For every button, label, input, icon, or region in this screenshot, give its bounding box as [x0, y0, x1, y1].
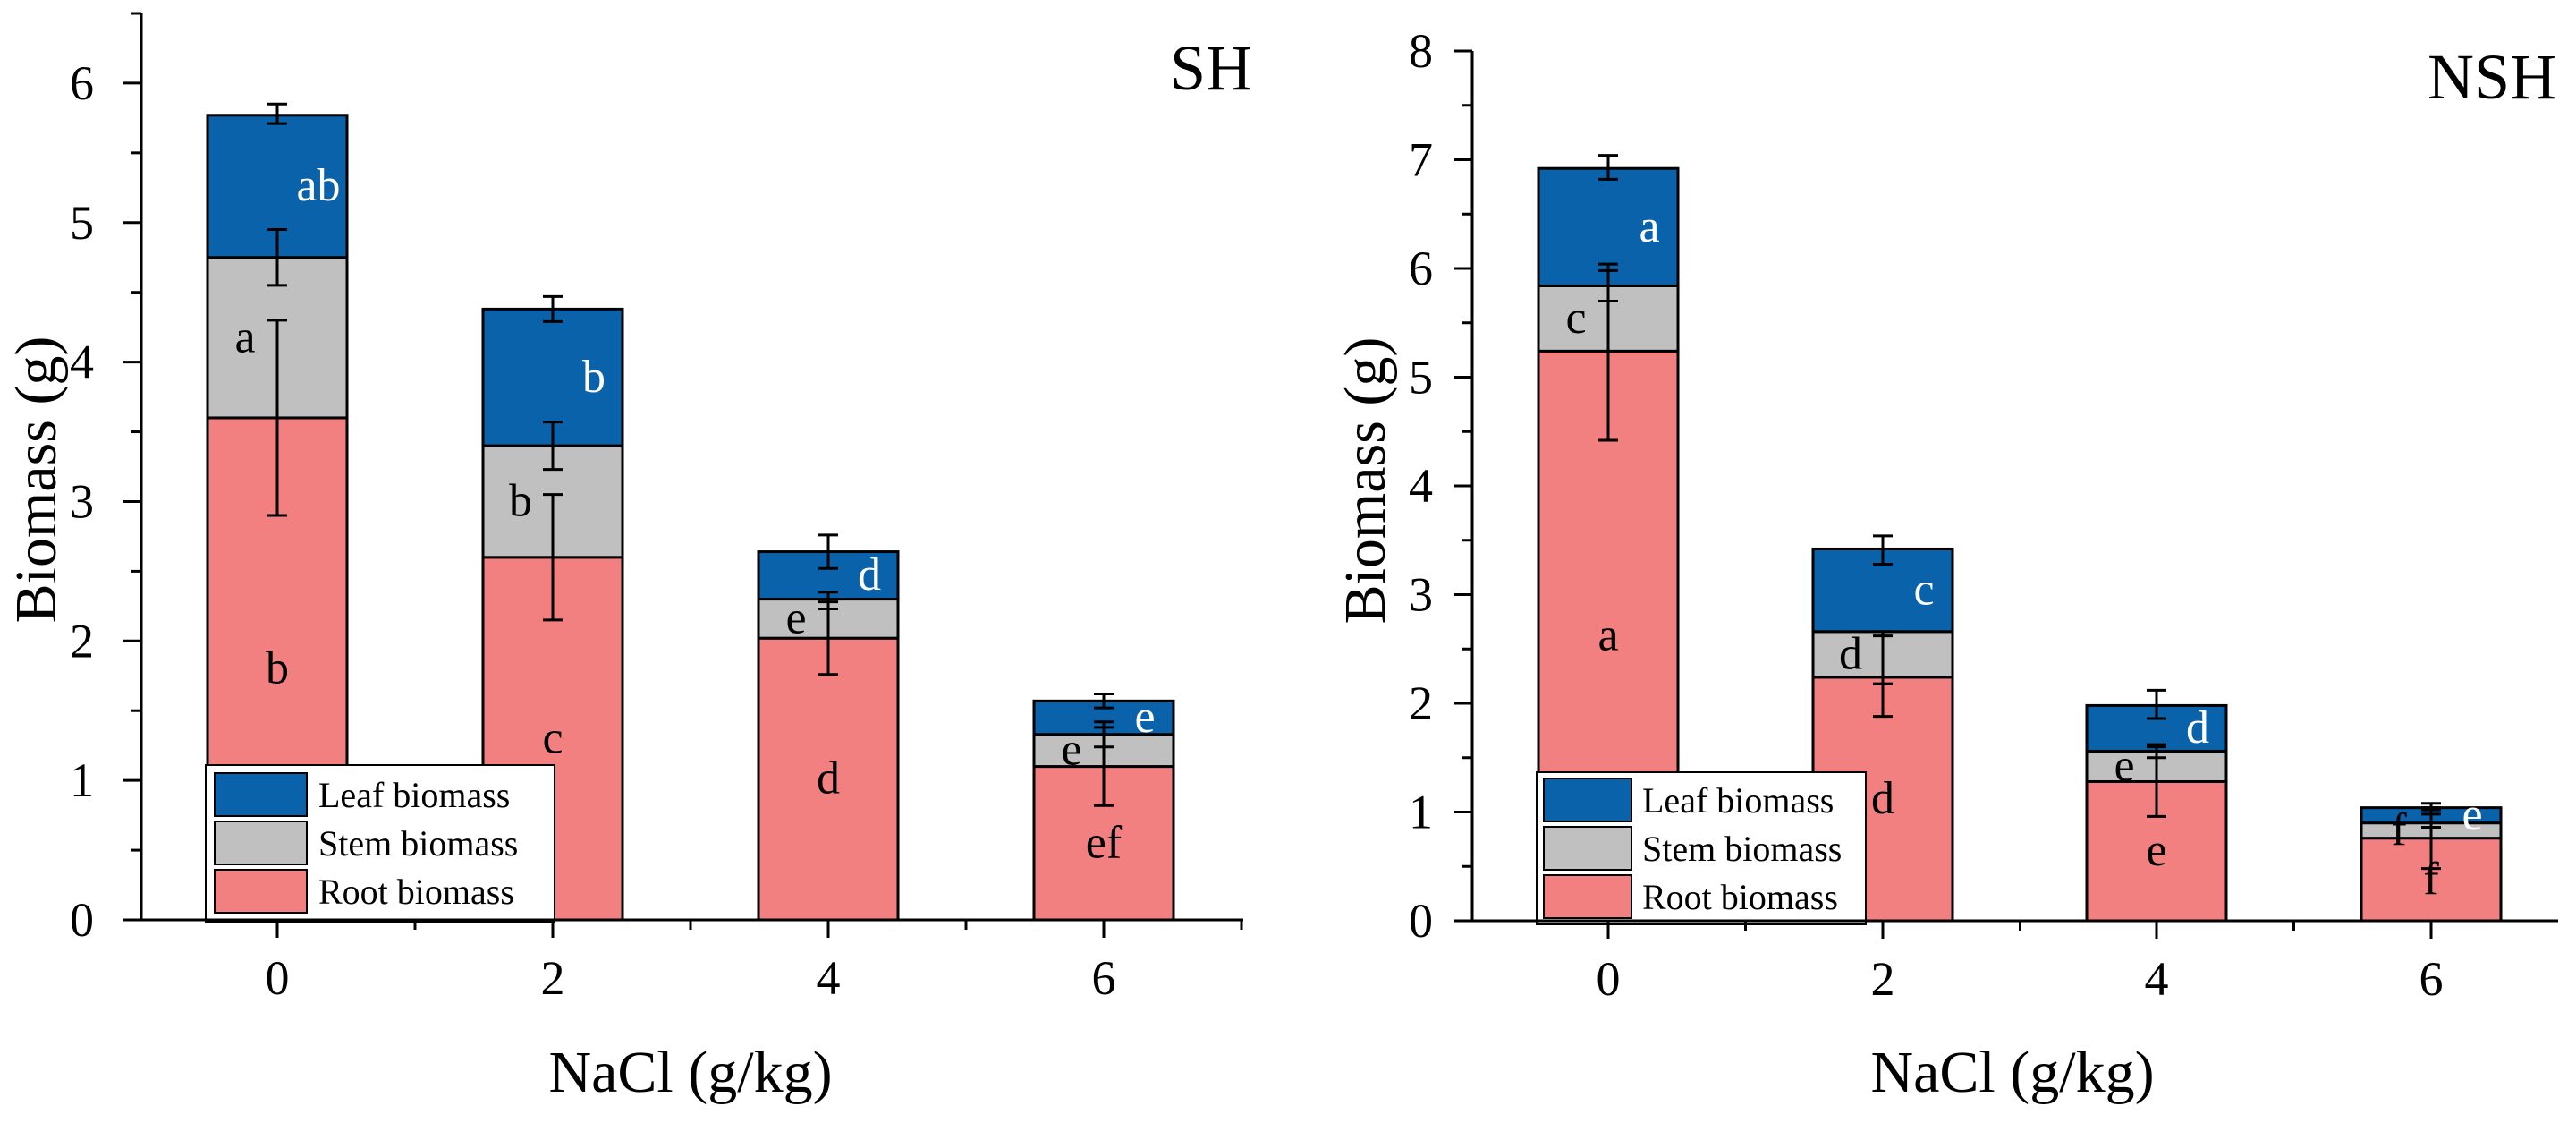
significance-letter: f [2391, 804, 2407, 855]
significance-letter: a [1639, 201, 1659, 252]
legend-label-leaf: Leaf biomass [1642, 780, 1834, 821]
legend-swatch-root [214, 869, 308, 914]
significance-letter: c [1565, 293, 1586, 344]
legend-label-stem: Stem biomass [1642, 829, 1842, 869]
significance-letter: a [234, 311, 255, 362]
error-bar [267, 228, 287, 287]
significance-letter: d [2186, 702, 2209, 753]
error-bar [1094, 720, 1114, 749]
chart-panel-sh: SH NaCl (g/kg) Biomass (g) baabcbbdedefe… [4, 12, 1252, 1105]
significance-letter: e [1061, 725, 1081, 776]
significance-letter: e [785, 592, 806, 643]
axes: 0 1 2 3 4 5 6 0 2 4 6 [70, 12, 1243, 1005]
significance-letter: e [2462, 789, 2482, 840]
error-bar [543, 493, 563, 622]
x-tick-label: 4 [2145, 952, 2169, 1006]
x-axis-label: NaCl (g/kg) [1870, 1040, 2154, 1105]
legend-label-stem: Stem biomass [318, 823, 518, 864]
error-bar [1598, 154, 1618, 181]
y-tick-label: 4 [70, 336, 94, 389]
x-axis-label: NaCl (g/kg) [548, 1040, 832, 1105]
chart-title: SH [1170, 32, 1252, 104]
legend-label-root: Root biomass [1642, 877, 1838, 917]
significance-letter: ef [1086, 817, 1123, 868]
chart-title: NSH [2428, 41, 2556, 113]
y-axis-label: Biomass (g) [1333, 337, 1398, 625]
x-tick-label: 0 [1597, 952, 1621, 1006]
error-bar [1598, 268, 1618, 302]
error-bar [818, 591, 838, 610]
x-tick-label: 4 [817, 951, 841, 1005]
significance-letter: ab [296, 160, 340, 211]
legend: Leaf biomass Stem biomass Root biomass [205, 764, 555, 923]
y-tick-label: 5 [1409, 351, 1433, 404]
significance-letter: f [2423, 854, 2439, 905]
significance-letter: b [509, 475, 532, 526]
y-tick-label: 7 [1409, 133, 1433, 187]
error-bar [1873, 630, 1893, 685]
y-tick-label: 2 [70, 614, 94, 668]
y-tick-label: 2 [1409, 676, 1433, 730]
significance-letter: e [1134, 692, 1155, 743]
legend-swatch-leaf [214, 772, 308, 817]
error-bar [2147, 688, 2166, 720]
legend: Leaf biomass Stem biomass Root biomass [1536, 771, 1867, 925]
error-bar [2147, 745, 2166, 760]
error-bar [543, 421, 563, 472]
significance-letter: d [1871, 773, 1894, 824]
y-axis-label: Biomass (g) [4, 336, 69, 624]
x-tick-label: 2 [541, 951, 565, 1005]
significance-letter: c [542, 712, 563, 763]
x-tick-label: 2 [1871, 952, 1895, 1006]
significance-letter: a [1597, 610, 1618, 661]
legend-swatch-leaf [1543, 778, 1632, 822]
y-tick-label: 1 [1409, 786, 1433, 839]
y-tick-label: 0 [1409, 894, 1433, 948]
significance-letter: b [582, 352, 606, 403]
y-tick-label: 3 [1409, 568, 1433, 622]
error-bar [543, 294, 563, 323]
significance-letter: d [1839, 628, 1862, 679]
error-bar [267, 319, 287, 517]
y-tick-label: 6 [1409, 242, 1433, 295]
legend-swatch-root [1543, 874, 1632, 919]
significance-letter: c [1913, 565, 1934, 616]
significance-letter: e [2114, 740, 2134, 791]
x-tick-label: 0 [266, 951, 290, 1005]
legend-label-leaf: Leaf biomass [318, 775, 510, 815]
y-tick-label: 6 [70, 56, 94, 110]
y-tick-label: 8 [1409, 24, 1433, 78]
significance-letter: e [2146, 825, 2166, 876]
significance-letter: d [858, 549, 881, 600]
y-tick-label: 5 [70, 196, 94, 250]
legend-swatch-stem [214, 821, 308, 865]
y-tick-label: 1 [70, 753, 94, 807]
y-tick-label: 0 [70, 893, 94, 947]
error-bar [818, 533, 838, 570]
y-tick-label: 4 [1409, 459, 1433, 513]
significance-letter: b [266, 642, 289, 693]
axes: 0 1 2 3 4 5 6 7 8 0 2 4 6 [1409, 24, 2558, 1006]
legend-swatch-stem [1543, 826, 1632, 871]
x-tick-label: 6 [2419, 952, 2444, 1006]
y-tick-label: 3 [70, 474, 94, 528]
error-bar [2421, 802, 2441, 816]
legend-label-root: Root biomass [318, 872, 514, 912]
error-bar [1873, 534, 1893, 566]
significance-letter: d [817, 753, 840, 804]
error-bar [267, 102, 287, 125]
error-bar [1094, 693, 1114, 710]
x-tick-label: 6 [1092, 951, 1116, 1005]
